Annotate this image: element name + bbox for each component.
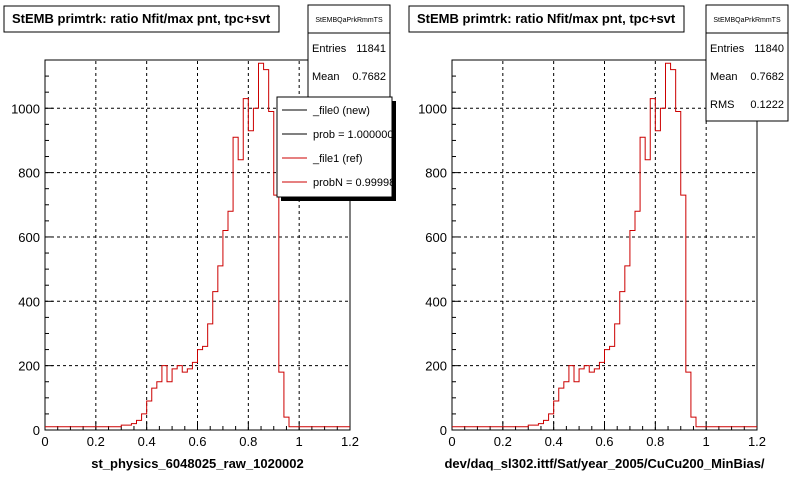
stats-label: RMS [710, 99, 734, 111]
y-tick-label: 400 [425, 294, 447, 309]
title-box [3, 5, 280, 33]
x-tick-label: 1 [296, 434, 303, 449]
y-tick-label: 200 [425, 359, 447, 374]
y-tick-label: 0 [440, 423, 447, 438]
y-tick-label: 400 [18, 294, 40, 309]
chart-panel-2: 0 0.2 0.4 0.6 0.8 1 1.2 0 200 400 600 800 1000 StEMB … [408, 4, 789, 471]
legend-label: _file0 (new) [312, 105, 370, 117]
x-tick-label: 1 [703, 434, 710, 449]
chart-title: StEMB primtrk: ratio Nfit/max pnt, tpc+s… [12, 11, 271, 26]
x-tick-label: 0.8 [646, 434, 664, 449]
y-tick-label: 600 [425, 230, 447, 245]
x-tick-label: 0.6 [188, 434, 206, 449]
y-tick-label: 800 [425, 166, 447, 181]
legend-label: probN = 0.99998 [313, 177, 395, 189]
x-axis-label: dev/daq_sl302.ittf/Sat/year_2005/CuCu200… [444, 456, 764, 471]
y-tick-label: 200 [18, 359, 40, 374]
legend-box [276, 96, 393, 198]
stats-label: Mean [710, 71, 738, 83]
x-axis-label: st_physics_6048025_raw_1020002 [91, 456, 304, 471]
x-tick-label: 0.4 [545, 434, 563, 449]
stats-box-name: StEMBQaPrkRmmTS [713, 17, 781, 24]
x-tick-label: 0 [448, 434, 455, 449]
stats-label: Entries [312, 43, 347, 55]
x-tick-label: 0.2 [87, 434, 105, 449]
stats-box-name: StEMBQaPrkRmmTS [315, 17, 383, 24]
stats-value: 11840 [754, 43, 784, 55]
x-tick-label: 1.2 [341, 434, 359, 449]
x-tick-label: 0.6 [595, 434, 613, 449]
legend-label: _file1 (ref) [312, 153, 363, 165]
histogram-series-line [452, 62, 757, 428]
x-tick-label: 0.8 [239, 434, 257, 449]
stats-label: Entries [710, 43, 745, 55]
x-tick-label: 0 [41, 434, 48, 449]
y-tick-label: 800 [18, 166, 40, 181]
chart-title: StEMB primtrk: ratio Nfit/max pnt, tpc+s… [417, 11, 676, 26]
title-box [408, 5, 685, 33]
y-tick-label: 1000 [418, 101, 447, 116]
chart-panel-1: 0 0.2 0.4 0.6 0.8 1 1.2 0 200 400 600 800 1000 StEMB … [3, 4, 396, 471]
y-tick-label: 600 [18, 230, 40, 245]
x-tick-label: 1.2 [748, 434, 766, 449]
stats-value: 0.7682 [750, 71, 784, 83]
histogram-series-line [45, 62, 350, 428]
legend-label: prob = 1.000000 [313, 129, 393, 141]
stats-box [705, 4, 789, 122]
stats-label: Mean [312, 71, 340, 83]
y-tick-label: 0 [33, 423, 40, 438]
stats-value: 0.1222 [750, 99, 784, 111]
x-tick-label: 0.2 [494, 434, 512, 449]
stats-value: 11841 [356, 43, 386, 55]
y-tick-label: 1000 [11, 101, 40, 116]
x-tick-label: 0.4 [138, 434, 156, 449]
stats-value: 0.7682 [352, 71, 386, 83]
